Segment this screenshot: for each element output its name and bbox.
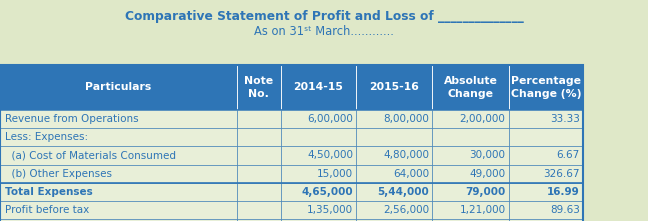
Bar — [509, 219, 583, 221]
Bar — [0, 146, 237, 164]
Bar — [281, 65, 356, 110]
Bar — [0, 110, 237, 128]
Text: 8,00,000: 8,00,000 — [383, 114, 429, 124]
Bar — [237, 110, 281, 128]
Bar — [237, 128, 281, 146]
Bar — [0, 128, 237, 146]
Text: 2014-15: 2014-15 — [294, 82, 343, 92]
Text: Absolute
Change: Absolute Change — [443, 76, 498, 99]
Bar — [432, 65, 509, 110]
Bar — [237, 219, 281, 221]
Bar — [0, 219, 237, 221]
Bar — [281, 219, 356, 221]
Text: Total Expenses: Total Expenses — [5, 187, 92, 197]
Text: 6,00,000: 6,00,000 — [307, 114, 353, 124]
Bar — [356, 65, 432, 110]
Bar — [281, 128, 356, 146]
Text: 33.33: 33.33 — [550, 114, 580, 124]
Text: 4,65,000: 4,65,000 — [301, 187, 353, 197]
Text: 2,56,000: 2,56,000 — [383, 205, 429, 215]
Text: 79,000: 79,000 — [465, 187, 505, 197]
Bar — [237, 201, 281, 219]
Text: 30,000: 30,000 — [469, 150, 505, 160]
Bar — [281, 146, 356, 164]
Bar — [432, 164, 509, 183]
Text: 16.99: 16.99 — [547, 187, 580, 197]
Bar — [237, 183, 281, 201]
Bar — [237, 164, 281, 183]
Text: Percentage
Change (%): Percentage Change (%) — [511, 76, 581, 99]
Bar — [281, 183, 356, 201]
Text: 89.63: 89.63 — [550, 205, 580, 215]
Text: (b) Other Expenses: (b) Other Expenses — [5, 169, 111, 179]
Bar — [237, 65, 281, 110]
Bar — [281, 201, 356, 219]
Bar — [509, 201, 583, 219]
Text: Revenue from Operations: Revenue from Operations — [5, 114, 138, 124]
Bar — [356, 110, 432, 128]
Bar — [0, 183, 237, 201]
Bar — [237, 146, 281, 164]
Bar — [432, 183, 509, 201]
Bar — [0, 201, 237, 219]
Bar — [0, 65, 237, 110]
Bar — [509, 65, 583, 110]
Bar — [509, 146, 583, 164]
Text: 15,000: 15,000 — [317, 169, 353, 179]
Bar — [432, 128, 509, 146]
Text: 2015-16: 2015-16 — [369, 82, 419, 92]
Text: Less: Expenses:: Less: Expenses: — [5, 132, 87, 142]
Bar — [356, 128, 432, 146]
Bar — [281, 164, 356, 183]
Bar — [432, 201, 509, 219]
Bar — [432, 110, 509, 128]
Text: 1,35,000: 1,35,000 — [307, 205, 353, 215]
Text: 4,80,000: 4,80,000 — [383, 150, 429, 160]
Bar — [432, 146, 509, 164]
Bar — [509, 128, 583, 146]
Bar — [281, 110, 356, 128]
Text: Profit before tax: Profit before tax — [5, 205, 89, 215]
Bar — [356, 164, 432, 183]
Bar — [356, 183, 432, 201]
Text: 64,000: 64,000 — [393, 169, 429, 179]
Text: 2,00,000: 2,00,000 — [459, 114, 505, 124]
Bar — [356, 146, 432, 164]
Text: 1,21,000: 1,21,000 — [459, 205, 505, 215]
Bar — [356, 201, 432, 219]
Bar — [509, 183, 583, 201]
Text: 5,44,000: 5,44,000 — [377, 187, 429, 197]
Bar — [0, 65, 583, 110]
Bar — [509, 164, 583, 183]
Text: 6.67: 6.67 — [557, 150, 580, 160]
Text: Particulars: Particulars — [85, 82, 152, 92]
Bar — [509, 110, 583, 128]
Text: 326.67: 326.67 — [544, 169, 580, 179]
Text: Comparative Statement of Profit and Loss of ______________: Comparative Statement of Profit and Loss… — [124, 10, 524, 23]
Text: 4,50,000: 4,50,000 — [307, 150, 353, 160]
Bar — [432, 219, 509, 221]
Bar — [0, 164, 237, 183]
Bar — [356, 219, 432, 221]
Text: 49,000: 49,000 — [469, 169, 505, 179]
Text: As on 31ˢᵗ March............: As on 31ˢᵗ March............ — [254, 25, 394, 38]
Text: Note
No.: Note No. — [244, 76, 273, 99]
Text: (a) Cost of Materials Consumed: (a) Cost of Materials Consumed — [5, 150, 176, 160]
